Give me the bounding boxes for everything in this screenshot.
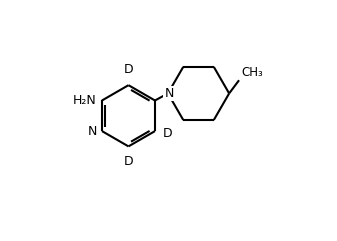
Text: D: D	[124, 63, 133, 76]
Text: CH₃: CH₃	[241, 66, 263, 79]
Text: D: D	[124, 155, 133, 168]
Text: D: D	[163, 127, 173, 140]
Text: N: N	[164, 87, 174, 100]
Text: N: N	[88, 125, 97, 138]
Text: H₂N: H₂N	[72, 94, 96, 107]
